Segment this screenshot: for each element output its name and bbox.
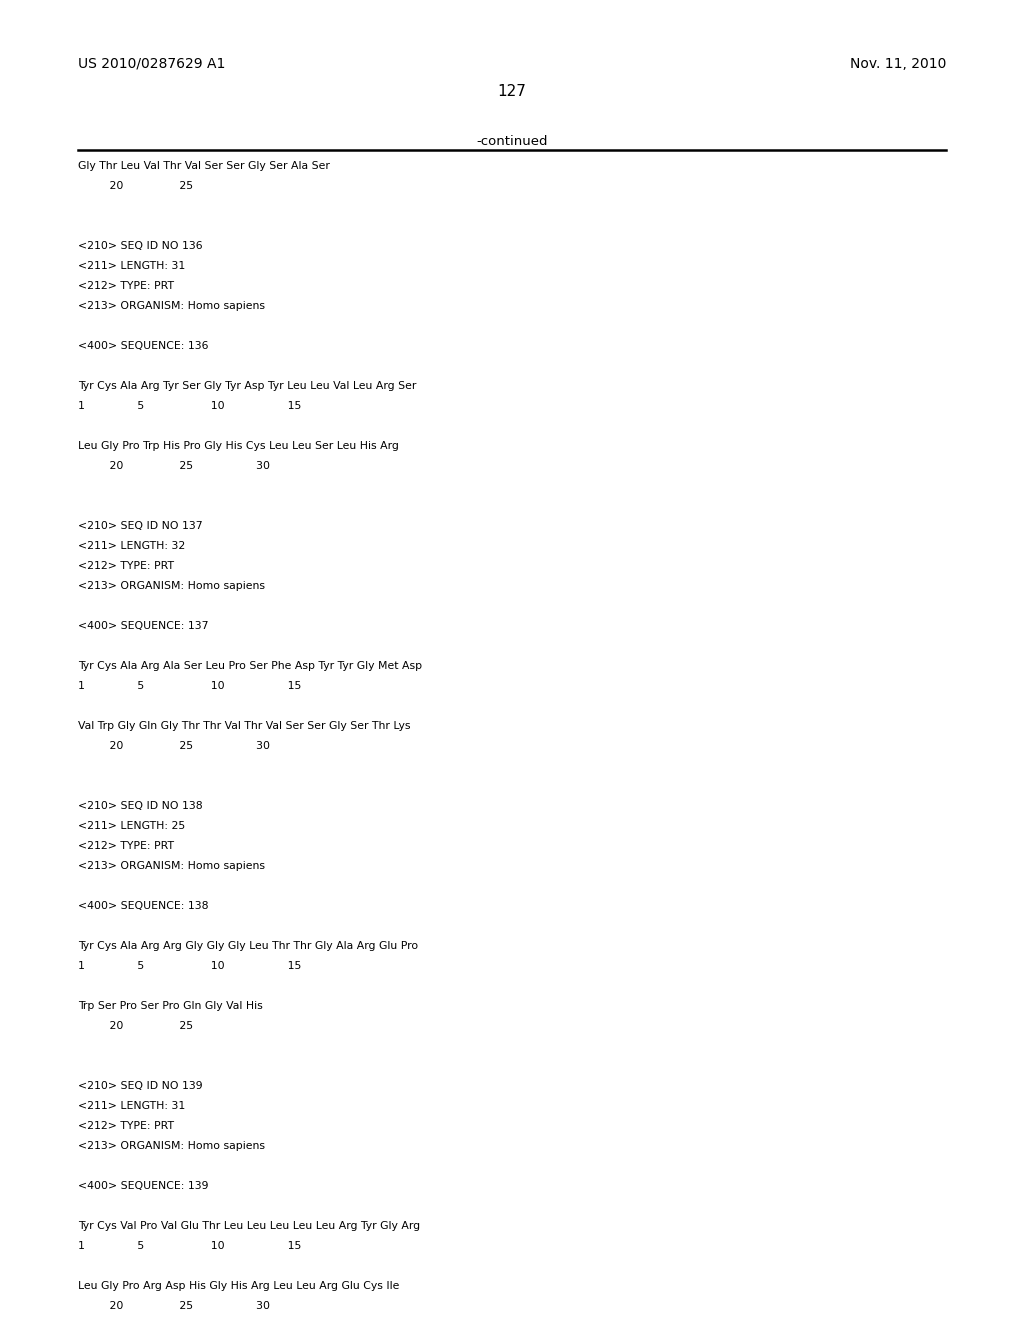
Text: <212> TYPE: PRT: <212> TYPE: PRT xyxy=(78,1121,174,1131)
Text: US 2010/0287629 A1: US 2010/0287629 A1 xyxy=(78,57,225,71)
Text: <213> ORGANISM: Homo sapiens: <213> ORGANISM: Homo sapiens xyxy=(78,301,265,312)
Text: <212> TYPE: PRT: <212> TYPE: PRT xyxy=(78,841,174,851)
Text: <213> ORGANISM: Homo sapiens: <213> ORGANISM: Homo sapiens xyxy=(78,861,265,871)
Text: Tyr Cys Ala Arg Arg Gly Gly Gly Leu Thr Thr Gly Ala Arg Glu Pro: Tyr Cys Ala Arg Arg Gly Gly Gly Leu Thr … xyxy=(78,941,418,950)
Text: <213> ORGANISM: Homo sapiens: <213> ORGANISM: Homo sapiens xyxy=(78,1140,265,1151)
Text: 1               5                   10                  15: 1 5 10 15 xyxy=(78,681,301,690)
Text: <211> LENGTH: 31: <211> LENGTH: 31 xyxy=(78,1101,185,1111)
Text: Leu Gly Pro Arg Asp His Gly His Arg Leu Leu Arg Glu Cys Ile: Leu Gly Pro Arg Asp His Gly His Arg Leu … xyxy=(78,1280,399,1291)
Text: 20                25: 20 25 xyxy=(78,181,193,191)
Text: Leu Gly Pro Trp His Pro Gly His Cys Leu Leu Ser Leu His Arg: Leu Gly Pro Trp His Pro Gly His Cys Leu … xyxy=(78,441,398,451)
Text: Val Trp Gly Gln Gly Thr Thr Val Thr Val Ser Ser Gly Ser Thr Lys: Val Trp Gly Gln Gly Thr Thr Val Thr Val … xyxy=(78,721,411,731)
Text: 1               5                   10                  15: 1 5 10 15 xyxy=(78,401,301,411)
Text: 20                25                  30: 20 25 30 xyxy=(78,461,270,471)
Text: <211> LENGTH: 25: <211> LENGTH: 25 xyxy=(78,821,185,832)
Text: <212> TYPE: PRT: <212> TYPE: PRT xyxy=(78,561,174,572)
Text: Tyr Cys Ala Arg Tyr Ser Gly Tyr Asp Tyr Leu Leu Val Leu Arg Ser: Tyr Cys Ala Arg Tyr Ser Gly Tyr Asp Tyr … xyxy=(78,381,416,391)
Text: Gly Thr Leu Val Thr Val Ser Ser Gly Ser Ala Ser: Gly Thr Leu Val Thr Val Ser Ser Gly Ser … xyxy=(78,161,330,172)
Text: <400> SEQUENCE: 139: <400> SEQUENCE: 139 xyxy=(78,1181,208,1191)
Text: <210> SEQ ID NO 139: <210> SEQ ID NO 139 xyxy=(78,1081,203,1090)
Text: 127: 127 xyxy=(498,84,526,99)
Text: <212> TYPE: PRT: <212> TYPE: PRT xyxy=(78,281,174,290)
Text: <400> SEQUENCE: 136: <400> SEQUENCE: 136 xyxy=(78,341,208,351)
Text: <400> SEQUENCE: 137: <400> SEQUENCE: 137 xyxy=(78,620,208,631)
Text: 20                25: 20 25 xyxy=(78,1020,193,1031)
Text: 20                25                  30: 20 25 30 xyxy=(78,1302,270,1311)
Text: <211> LENGTH: 32: <211> LENGTH: 32 xyxy=(78,541,185,550)
Text: Tyr Cys Val Pro Val Glu Thr Leu Leu Leu Leu Leu Arg Tyr Gly Arg: Tyr Cys Val Pro Val Glu Thr Leu Leu Leu … xyxy=(78,1221,420,1232)
Text: <400> SEQUENCE: 138: <400> SEQUENCE: 138 xyxy=(78,902,208,911)
Text: Nov. 11, 2010: Nov. 11, 2010 xyxy=(850,57,946,71)
Text: Tyr Cys Ala Arg Ala Ser Leu Pro Ser Phe Asp Tyr Tyr Gly Met Asp: Tyr Cys Ala Arg Ala Ser Leu Pro Ser Phe … xyxy=(78,661,422,671)
Text: <211> LENGTH: 31: <211> LENGTH: 31 xyxy=(78,261,185,271)
Text: <210> SEQ ID NO 136: <210> SEQ ID NO 136 xyxy=(78,242,203,251)
Text: 1               5                   10                  15: 1 5 10 15 xyxy=(78,961,301,972)
Text: 1               5                   10                  15: 1 5 10 15 xyxy=(78,1241,301,1251)
Text: -continued: -continued xyxy=(476,135,548,148)
Text: <213> ORGANISM: Homo sapiens: <213> ORGANISM: Homo sapiens xyxy=(78,581,265,591)
Text: <210> SEQ ID NO 137: <210> SEQ ID NO 137 xyxy=(78,521,203,531)
Text: Trp Ser Pro Ser Pro Gln Gly Val His: Trp Ser Pro Ser Pro Gln Gly Val His xyxy=(78,1001,262,1011)
Text: <210> SEQ ID NO 138: <210> SEQ ID NO 138 xyxy=(78,801,203,810)
Text: 20                25                  30: 20 25 30 xyxy=(78,741,270,751)
